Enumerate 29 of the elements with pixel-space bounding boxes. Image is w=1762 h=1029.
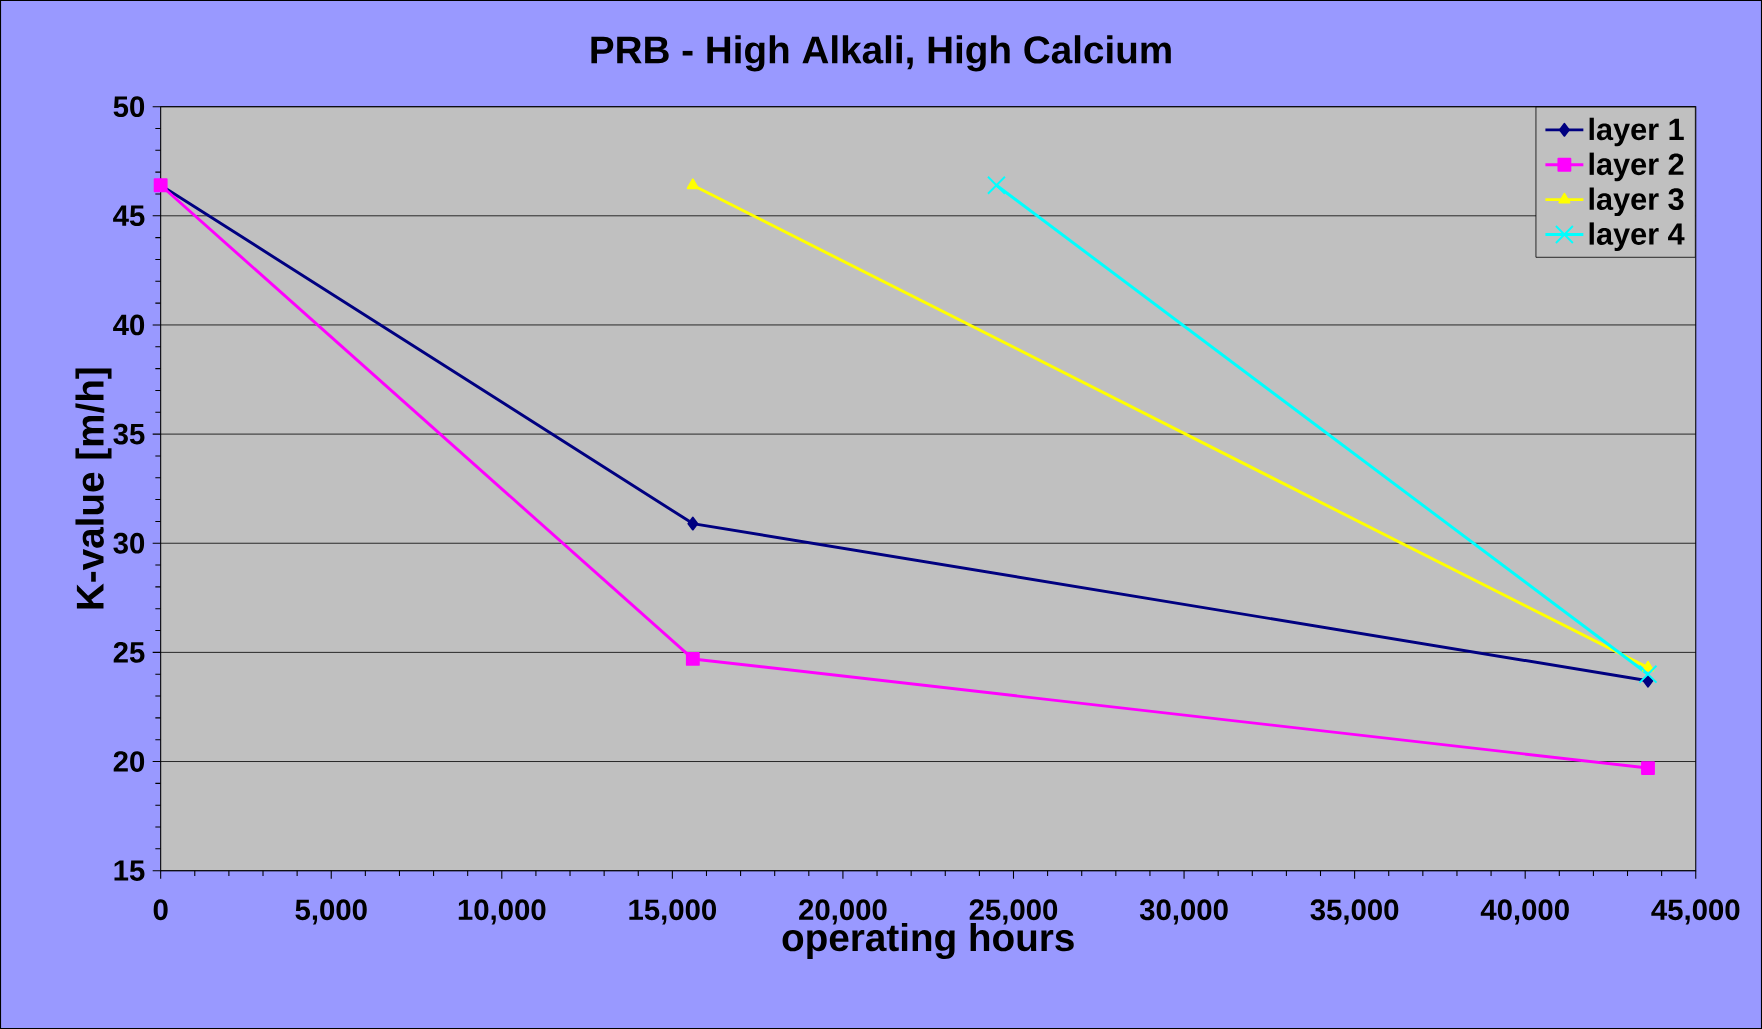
x-tick-label: 20,000: [799, 899, 887, 925]
y-axis-title: K-value [m/h]: [75, 368, 112, 609]
y-tick-label: 20: [113, 751, 145, 772]
x-tick-label: 0: [153, 899, 168, 921]
legend-label: layer 1: [1589, 117, 1684, 147]
y-tick-label: 25: [113, 641, 145, 663]
x-tick-label: 35,000: [1310, 899, 1399, 925]
legend-label: layer 3: [1589, 187, 1684, 217]
y-tick-label: 50: [113, 96, 145, 118]
x-tick-label: 25,000: [969, 899, 1058, 925]
x-tick-label: 5,000: [295, 899, 367, 925]
x-tick-label: 30,000: [1139, 899, 1228, 925]
y-tick-label: 30: [113, 532, 145, 554]
x-tick-label: 40,000: [1480, 899, 1569, 925]
point: [685, 651, 700, 666]
legend-label: layer 2: [1589, 152, 1684, 182]
y-tick-label: 40: [113, 314, 145, 336]
point: [987, 175, 1006, 195]
point: [687, 516, 699, 531]
chart-title: PRB - High Alkali, High Calcium: [591, 35, 1171, 72]
y-tick-label: 35: [113, 423, 145, 445]
x-axis-title: operating hours: [782, 922, 1074, 960]
x-tick-label: 10,000: [458, 899, 546, 925]
legend-label: layer 4: [1589, 222, 1685, 251]
y-tick-label: 45: [113, 205, 145, 227]
point: [1641, 761, 1655, 776]
y-tick-label: 15: [114, 860, 145, 881]
x-tick-label: 15,000: [629, 899, 717, 925]
x-tick-label: 45,000: [1651, 899, 1740, 925]
